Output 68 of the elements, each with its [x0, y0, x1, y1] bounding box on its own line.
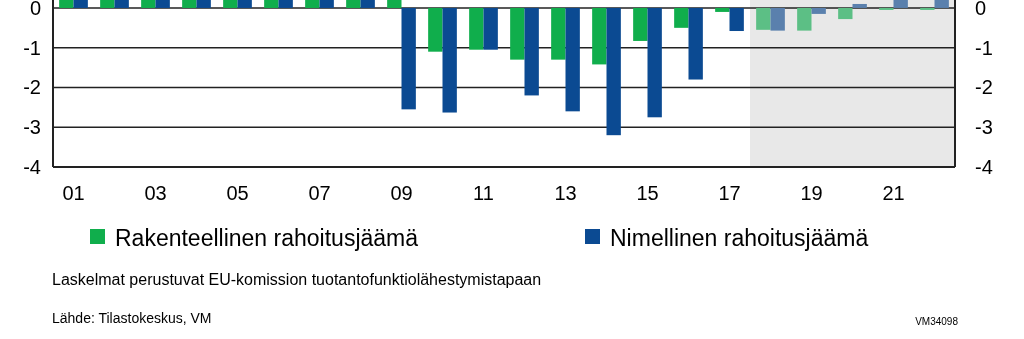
x-tick-label: 13	[554, 182, 577, 204]
y-tick-label: -2	[23, 76, 41, 99]
y2-tick-label: 0	[975, 0, 987, 19]
y-tick-label: -3	[23, 116, 41, 139]
bar	[442, 7, 457, 113]
bar	[592, 7, 607, 65]
x-tick-label: 07	[308, 182, 331, 204]
text: Lähde: Tilastokeskus, VM	[52, 310, 212, 326]
bar	[401, 7, 416, 110]
bar	[141, 0, 156, 8]
bar	[797, 7, 812, 31]
bar	[237, 0, 252, 8]
x-tick-label: 11	[473, 182, 494, 204]
bar	[715, 7, 730, 12]
bar	[893, 0, 908, 8]
legend-label: Nimellinen rahoitusjäämä	[610, 225, 869, 251]
bar	[469, 7, 484, 50]
x-tick-label: 19	[800, 182, 823, 204]
bar	[838, 7, 853, 20]
bar	[387, 0, 402, 8]
bar	[264, 0, 279, 8]
bar	[729, 7, 744, 32]
bar	[155, 0, 170, 8]
x-tick-label: 05	[226, 182, 249, 204]
bar	[633, 7, 648, 41]
bar	[551, 7, 566, 60]
bar	[223, 0, 238, 8]
bar	[852, 3, 867, 8]
x-tick-label: 15	[636, 182, 659, 204]
text: Laskelmat perustuvat EU-komission tuotantofunktiolähestymistapaan	[52, 271, 542, 288]
bar	[688, 7, 703, 80]
bar	[196, 0, 211, 8]
y-tick-label: -1	[23, 36, 41, 59]
bar	[756, 7, 771, 30]
bar	[510, 7, 525, 60]
bar	[305, 0, 320, 8]
y2-tick-label: -1	[975, 36, 993, 59]
bar	[73, 0, 88, 8]
bar	[346, 0, 361, 8]
bar	[428, 7, 443, 52]
bar	[565, 7, 580, 112]
bar	[811, 7, 826, 14]
y2-tick-label: -3	[975, 116, 993, 139]
bar	[114, 0, 129, 8]
bar	[182, 0, 197, 8]
bar	[606, 7, 621, 136]
legend-label: Rakenteellinen rahoitusjäämä	[115, 225, 419, 251]
x-tick-label: 03	[144, 182, 167, 204]
x-tick-label: 21	[882, 182, 905, 204]
text: VM34098	[915, 316, 959, 327]
bar	[483, 7, 498, 50]
bar	[319, 0, 334, 8]
bar	[647, 7, 662, 118]
bar	[278, 0, 293, 8]
x-tick-label: 01	[62, 182, 85, 204]
bar	[934, 0, 949, 8]
bar	[59, 0, 74, 8]
bar	[770, 7, 785, 31]
bar	[100, 0, 115, 8]
bar	[524, 7, 539, 96]
y-tick-label: -4	[23, 156, 41, 178]
y2-tick-label: -2	[975, 76, 993, 99]
y-tick-label: 0	[29, 0, 41, 19]
y2-tick-label: -4	[975, 156, 993, 178]
x-tick-label: 09	[390, 182, 413, 204]
bar	[674, 7, 689, 28]
bar	[360, 0, 375, 8]
x-tick-label: 17	[718, 182, 741, 204]
